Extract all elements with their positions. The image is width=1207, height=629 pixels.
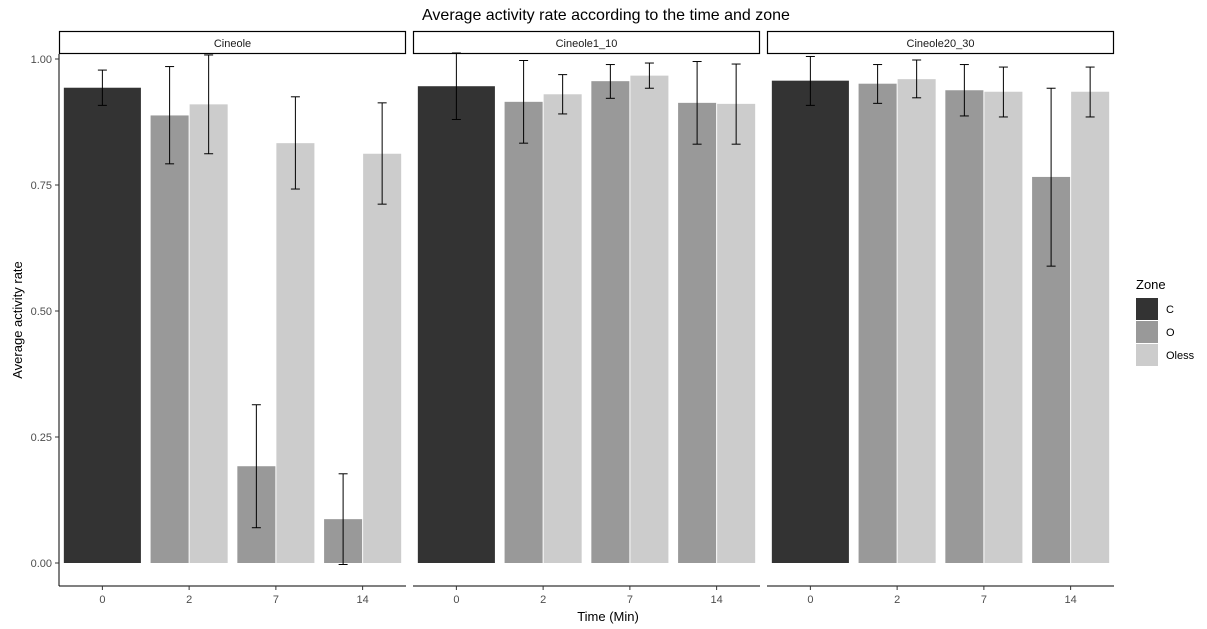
facet-panel: Cineole20_30 0 2 7 14 (766, 30, 1115, 606)
facet-strip (58, 30, 407, 55)
bar-oless (897, 79, 936, 563)
x-tick-label: 2 (186, 594, 192, 606)
x-axis-title: Time (Min) (577, 609, 639, 624)
legend-key-o (1136, 321, 1158, 343)
facet-strip (766, 30, 1115, 55)
bar-o (945, 90, 984, 564)
x-tick-label: 2 (540, 594, 546, 606)
x-tick-label: 14 (1065, 594, 1077, 606)
bar-c (417, 86, 495, 563)
x-tick-label: 7 (627, 594, 633, 606)
legend-label: C (1166, 304, 1174, 316)
y-tick-label: 0.75 (31, 180, 52, 192)
bar-c (771, 80, 849, 563)
x-tick-label: 0 (807, 594, 813, 606)
legend-label: O (1166, 327, 1175, 339)
y-tick-label: 0.25 (31, 432, 52, 444)
y-axis-title: Average activity rate (10, 261, 25, 379)
bar-o (591, 81, 630, 564)
facet-panel: Cineole 0 2 7 14 (58, 30, 407, 606)
bar-oless (363, 153, 402, 563)
x-tick-label: 14 (711, 594, 723, 606)
y-tick-label: 1.00 (31, 54, 52, 66)
x-tick-label: 0 (453, 594, 459, 606)
bar-oless (717, 103, 756, 563)
x-tick-label: 14 (357, 594, 369, 606)
facet-strip-label: Cineole (214, 38, 251, 50)
bar-oless (1071, 91, 1110, 563)
y-tick-label: 0.00 (31, 558, 52, 570)
x-tick-label: 7 (981, 594, 987, 606)
facet-strip-label: Cineole1_10 (556, 38, 618, 50)
y-axis: 0.00 0.25 0.50 0.75 1.00 (31, 54, 60, 586)
legend: Zone CO Oless (1136, 277, 1195, 366)
x-tick-label: 2 (894, 594, 900, 606)
x-tick-label: 7 (273, 594, 279, 606)
legend-title: Zone (1136, 277, 1166, 292)
facet-strip (412, 30, 761, 55)
bar-o (858, 83, 897, 564)
legend-label: Oless (1166, 350, 1195, 362)
bar-o (504, 101, 543, 563)
bar-oless (543, 94, 582, 563)
bar-o (150, 115, 189, 563)
bar-oless (189, 104, 228, 564)
x-tick-label: 0 (99, 594, 105, 606)
chart-title: Average activity rate according to the t… (422, 7, 790, 24)
facet-strip-label: Cineole20_30 (907, 38, 975, 50)
legend-key-oless (1136, 344, 1158, 366)
bar-c (63, 87, 141, 563)
bar-oless (276, 143, 315, 563)
facet-panel: Cineole1_10 0 2 7 14 (412, 30, 761, 606)
bar-oless (630, 75, 669, 563)
bar-o (678, 102, 717, 564)
bar-oless (984, 91, 1023, 563)
y-tick-label: 0.50 (31, 306, 52, 318)
legend-key-c (1136, 298, 1158, 320)
